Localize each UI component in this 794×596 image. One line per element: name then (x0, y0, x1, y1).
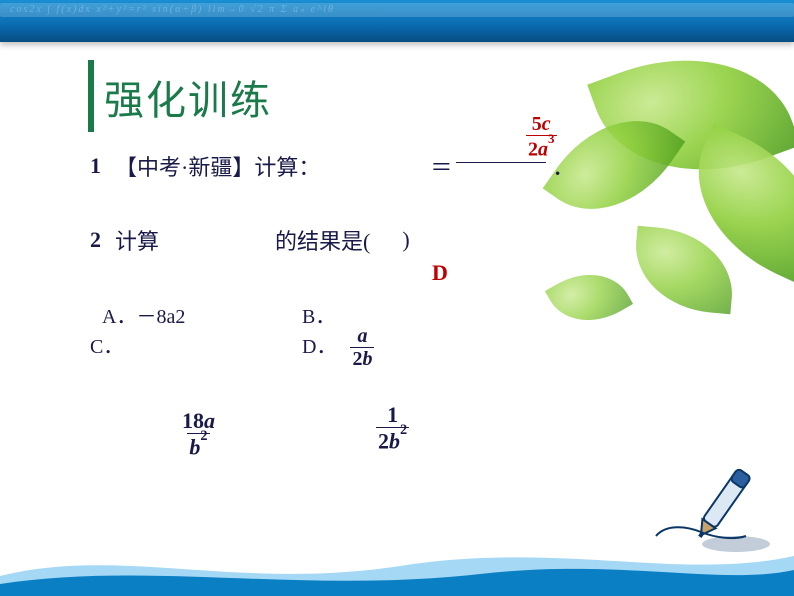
top-banner: cos2x ∫ f(x)dx x²+y²=r² sin(α+β) lim→0 √… (0, 0, 794, 42)
option-C: C． (90, 330, 123, 359)
section-title: 强化训练 (104, 68, 272, 126)
q1-blank (456, 162, 546, 163)
loose-fraction-right: 1 2b2 (376, 404, 409, 452)
option-A-text: －8a2 (136, 306, 185, 328)
option-A: A．－8a2 (102, 300, 185, 329)
q2-stem-b: 的结果是( (275, 224, 370, 256)
content-area: 1 【中考·新疆】计算： ＝ ． 5c 2a3 2 计算 的结果是( ) D A… (90, 150, 700, 480)
option-D: D． a 2b (302, 330, 374, 373)
q1-number: 1 (90, 153, 101, 179)
option-B: B． (302, 300, 335, 329)
q1-equals: ＝ (430, 150, 452, 182)
pen-icon (646, 466, 776, 556)
q1-prefix: 【中考·新疆】计算： (115, 150, 320, 182)
option-D-label: D． (302, 330, 336, 359)
q2-stem-a: 计算 (115, 224, 159, 256)
question-2: 2 计算 的结果是( ) D A．－8a2 B． C． D． a 2b (90, 224, 700, 480)
question-1: 1 【中考·新疆】计算： ＝ ． 5c 2a3 (90, 150, 700, 182)
option-A-label: A． (102, 306, 136, 328)
q2-stem-c: ) (402, 227, 409, 253)
title-accent-bar (88, 60, 94, 132)
q2-answer-letter: D (432, 260, 448, 286)
option-B-label: B． (302, 306, 335, 328)
loose-fraction-left: 18a b2 (180, 410, 217, 458)
q1-answer-fraction: 5c 2a3 (526, 114, 557, 160)
banner-formula-text: cos2x ∫ f(x)dx x²+y²=r² sin(α+β) lim→0 √… (0, 4, 794, 38)
option-D-fraction: a 2b (350, 326, 374, 369)
q2-number: 2 (90, 227, 101, 253)
title-text: 强化训练 (104, 68, 272, 126)
option-C-label: C． (90, 336, 123, 358)
q2-options: A．－8a2 B． C． D． a 2b 18a b2 1 2b2 (90, 300, 700, 480)
